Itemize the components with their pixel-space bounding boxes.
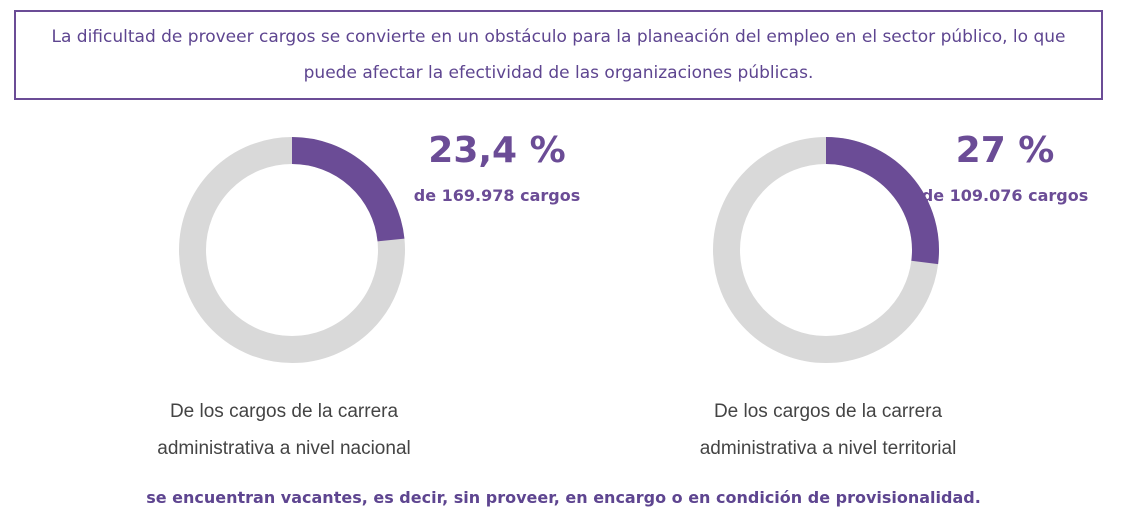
subtitle: de 169.978 cargos xyxy=(413,186,581,205)
caption: De los cargos de la carrera administrati… xyxy=(157,401,411,459)
donut-segment xyxy=(291,137,405,242)
caption: De los cargos de la carrera administrati… xyxy=(699,401,957,459)
value-label: 23,4 % xyxy=(428,130,566,171)
donut-segment xyxy=(825,137,939,265)
header-box: La dificultad de proveer cargos se convi… xyxy=(14,10,1103,100)
subtitle: de 109.076 cargos xyxy=(921,186,1089,205)
header-text: La dificultad de proveer cargos se convi… xyxy=(51,27,1066,83)
footer-text: se encuentran vacantes, es decir, sin pr… xyxy=(146,488,981,507)
value-label: 27 % xyxy=(955,130,1055,171)
